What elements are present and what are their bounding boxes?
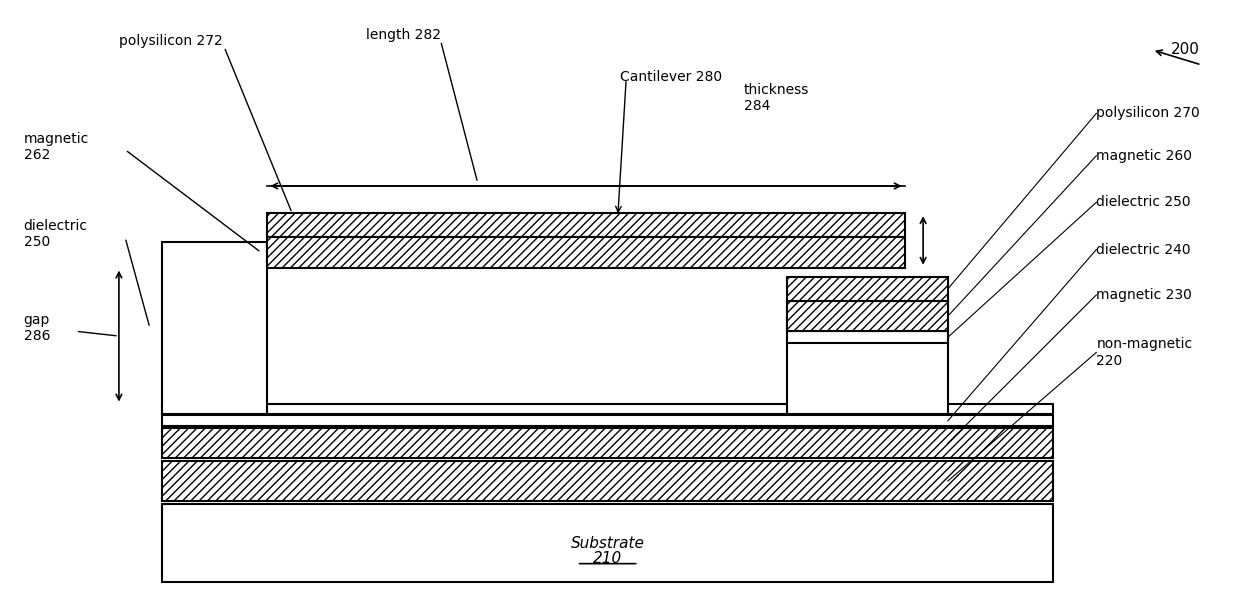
Bar	[787, 305, 947, 414]
Text: magnetic 230: magnetic 230	[1096, 288, 1192, 302]
Text: gap
286: gap 286	[24, 313, 50, 344]
Text: dielectric 250: dielectric 250	[1096, 195, 1190, 209]
Text: 210: 210	[593, 551, 622, 566]
Text: magnetic
262: magnetic 262	[24, 131, 89, 162]
Text: dielectric
250: dielectric 250	[24, 219, 88, 249]
Bar	[787, 301, 947, 331]
Bar	[162, 241, 268, 414]
Text: thickness
284: thickness 284	[744, 83, 808, 113]
Text: non-magnetic
220: non-magnetic 220	[1096, 337, 1193, 367]
Text: magnetic 260: magnetic 260	[1096, 149, 1193, 163]
Text: Substrate: Substrate	[570, 536, 645, 551]
Bar	[268, 213, 904, 238]
Bar	[162, 503, 1053, 582]
Text: polysilicon 272: polysilicon 272	[119, 33, 223, 48]
Text: 200: 200	[1171, 43, 1199, 57]
Text: Cantilever 280: Cantilever 280	[620, 70, 722, 84]
Bar	[162, 404, 1053, 414]
Bar	[787, 277, 947, 301]
Bar	[162, 461, 1053, 501]
Text: polysilicon 270: polysilicon 270	[1096, 106, 1200, 120]
Bar	[787, 331, 947, 344]
Bar	[162, 428, 1053, 458]
Bar	[268, 238, 904, 268]
Text: dielectric 240: dielectric 240	[1096, 243, 1190, 257]
Text: length 282: length 282	[366, 28, 441, 42]
Bar	[162, 415, 1053, 426]
